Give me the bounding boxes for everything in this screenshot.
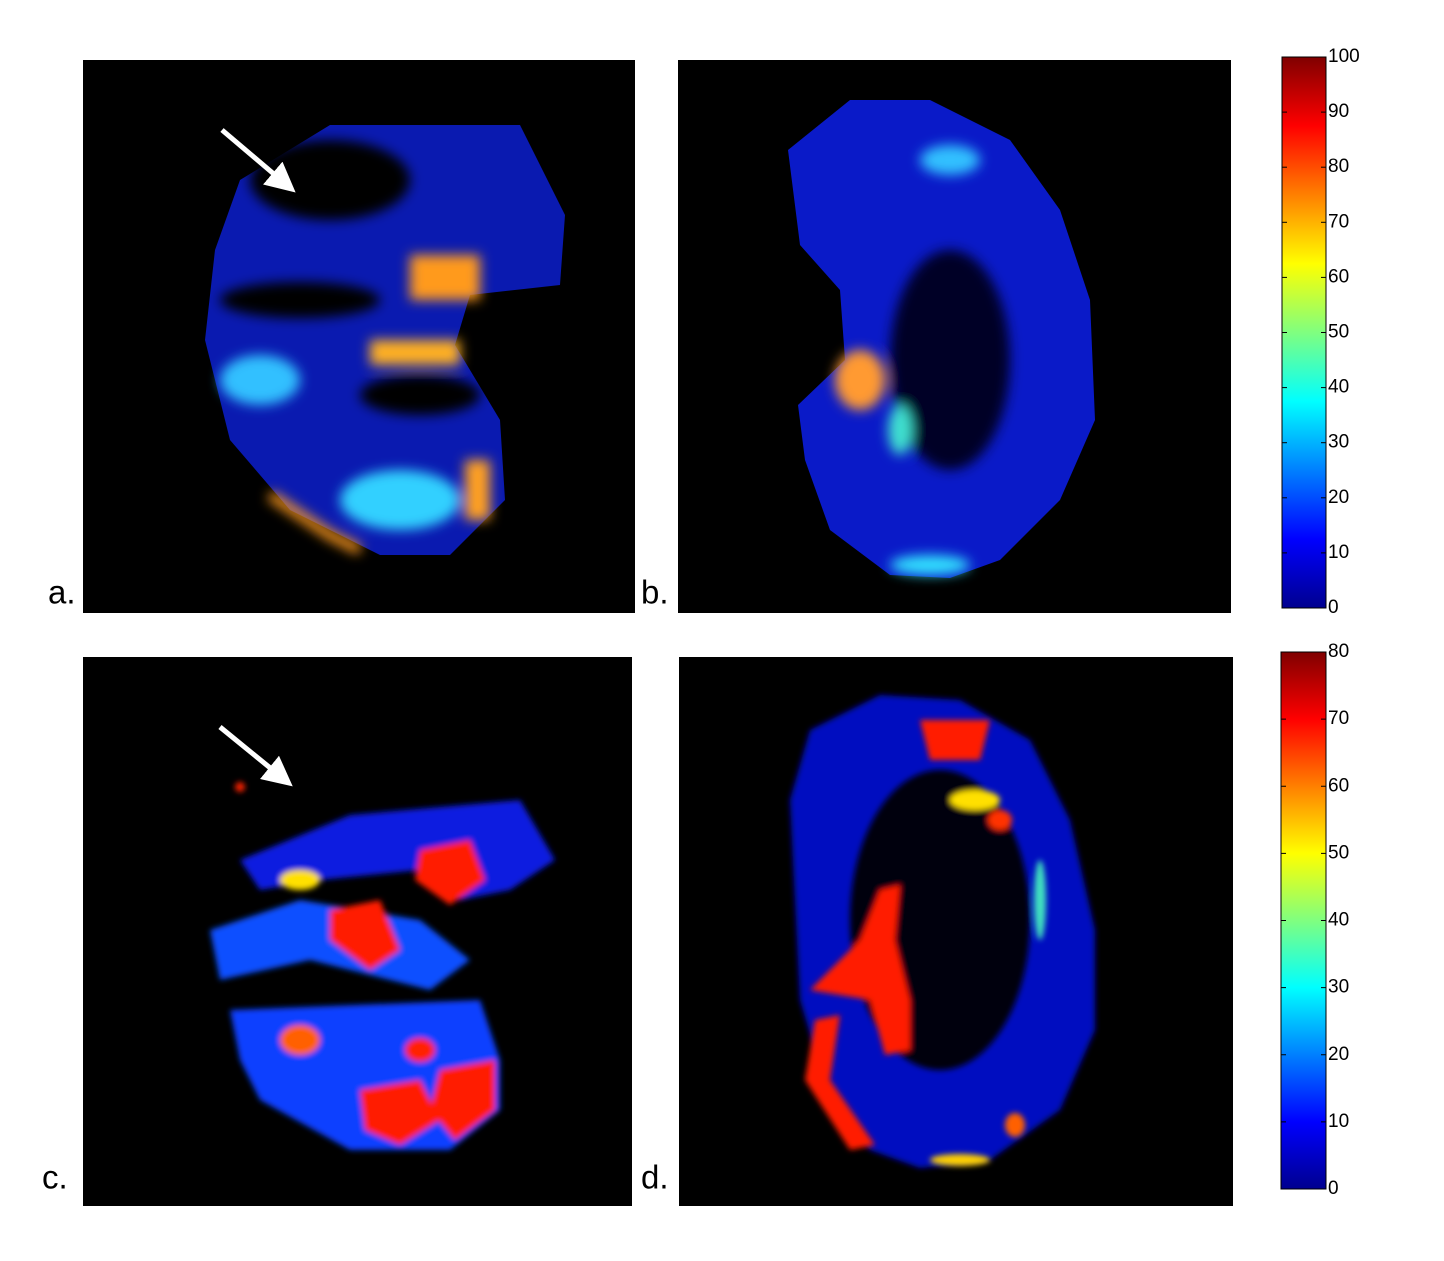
colorbars: 0 10 20 30 40 50 60 70 80 90 100 0 10 20 30 40 50 60 70 80: [1280, 46, 1360, 1199]
tick-label: 80: [1328, 156, 1349, 177]
colorbar: [1280, 651, 1327, 1190]
tick-label: 0: [1328, 1178, 1339, 1199]
tick-label: 50: [1328, 842, 1349, 863]
tick-label: 90: [1328, 101, 1349, 122]
tick-label: 60: [1328, 266, 1349, 287]
panel-b: b.: [641, 60, 1231, 613]
tick-label: 60: [1328, 775, 1349, 796]
panel-c: c.: [42, 657, 632, 1206]
tick-label: 20: [1328, 487, 1349, 508]
tick-label: 70: [1328, 211, 1349, 232]
panel-label: a.: [48, 574, 76, 611]
tick-label: 40: [1328, 377, 1349, 398]
panel-label: d.: [641, 1159, 669, 1196]
tick-label: 10: [1328, 542, 1349, 563]
tick-label: 50: [1328, 322, 1349, 343]
tick-label: 40: [1328, 910, 1349, 931]
panel-label: c.: [42, 1159, 68, 1196]
tick-label: 70: [1328, 708, 1349, 729]
tick-label: 10: [1328, 1111, 1349, 1132]
tick-label: 100: [1328, 46, 1360, 67]
panel-a: a.: [48, 60, 635, 613]
colorbar: [1281, 56, 1327, 609]
tick-label: 0: [1328, 597, 1339, 618]
panel-d: d.: [641, 657, 1233, 1206]
tick-label: 80: [1328, 641, 1349, 662]
tick-label: 30: [1328, 432, 1349, 453]
tick-label: 30: [1328, 977, 1349, 998]
tick-label: 20: [1328, 1044, 1349, 1065]
panel-label: b.: [641, 574, 669, 611]
